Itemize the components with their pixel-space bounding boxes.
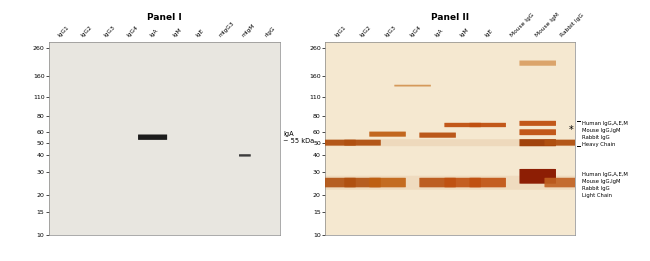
FancyBboxPatch shape bbox=[344, 140, 381, 146]
FancyBboxPatch shape bbox=[395, 85, 431, 86]
Text: IgG1: IgG1 bbox=[57, 25, 70, 38]
FancyBboxPatch shape bbox=[319, 140, 356, 146]
FancyBboxPatch shape bbox=[519, 121, 556, 126]
FancyBboxPatch shape bbox=[344, 178, 381, 187]
Text: IgM: IgM bbox=[172, 27, 183, 38]
Text: mIgM: mIgM bbox=[241, 23, 257, 38]
FancyBboxPatch shape bbox=[324, 139, 577, 146]
Text: IgG1: IgG1 bbox=[334, 25, 347, 38]
FancyBboxPatch shape bbox=[419, 178, 456, 187]
FancyBboxPatch shape bbox=[445, 178, 481, 187]
Text: IgG4: IgG4 bbox=[126, 25, 139, 38]
FancyBboxPatch shape bbox=[324, 176, 577, 190]
FancyBboxPatch shape bbox=[369, 132, 406, 137]
Text: Mouse IgG: Mouse IgG bbox=[509, 12, 535, 38]
FancyBboxPatch shape bbox=[469, 178, 506, 187]
FancyBboxPatch shape bbox=[138, 134, 167, 140]
FancyBboxPatch shape bbox=[519, 169, 556, 184]
FancyBboxPatch shape bbox=[519, 61, 556, 66]
Text: IgE: IgE bbox=[195, 28, 205, 38]
Text: IgG3: IgG3 bbox=[103, 25, 116, 38]
FancyBboxPatch shape bbox=[419, 133, 456, 138]
Text: IgG2: IgG2 bbox=[359, 25, 372, 38]
Text: IgA: IgA bbox=[149, 28, 159, 38]
Text: IgM: IgM bbox=[459, 27, 470, 38]
Text: Mouse IgM: Mouse IgM bbox=[534, 12, 560, 38]
FancyBboxPatch shape bbox=[545, 140, 581, 146]
FancyBboxPatch shape bbox=[519, 129, 556, 135]
FancyBboxPatch shape bbox=[519, 139, 556, 146]
FancyBboxPatch shape bbox=[445, 123, 481, 127]
FancyBboxPatch shape bbox=[369, 178, 406, 187]
Text: Human IgG,A,E,M
Mouse IgG,IgM
Rabbit IgG
Light Chain: Human IgG,A,E,M Mouse IgG,IgM Rabbit IgG… bbox=[582, 172, 627, 198]
Text: *: * bbox=[568, 125, 573, 135]
Text: mIgG3: mIgG3 bbox=[218, 20, 236, 38]
Text: IgA
~ 55 kDa: IgA ~ 55 kDa bbox=[283, 130, 314, 144]
Text: rIgG: rIgG bbox=[265, 26, 277, 38]
Text: IgE: IgE bbox=[484, 28, 494, 38]
Text: IgG2: IgG2 bbox=[80, 25, 93, 38]
FancyBboxPatch shape bbox=[545, 178, 581, 187]
Text: Human IgG,A,E,M
Mouse IgG,IgM
Rabbit IgG
Heavy Chain: Human IgG,A,E,M Mouse IgG,IgM Rabbit IgG… bbox=[582, 121, 627, 147]
FancyBboxPatch shape bbox=[469, 123, 506, 127]
Text: IgG4: IgG4 bbox=[409, 25, 423, 38]
Text: IgG3: IgG3 bbox=[384, 25, 397, 38]
FancyBboxPatch shape bbox=[319, 178, 356, 187]
Title: Panel I: Panel I bbox=[147, 13, 181, 22]
FancyBboxPatch shape bbox=[239, 154, 251, 157]
Title: Panel II: Panel II bbox=[431, 13, 469, 22]
Text: IgA: IgA bbox=[434, 28, 445, 38]
Text: Rabbit IgG: Rabbit IgG bbox=[559, 13, 584, 38]
